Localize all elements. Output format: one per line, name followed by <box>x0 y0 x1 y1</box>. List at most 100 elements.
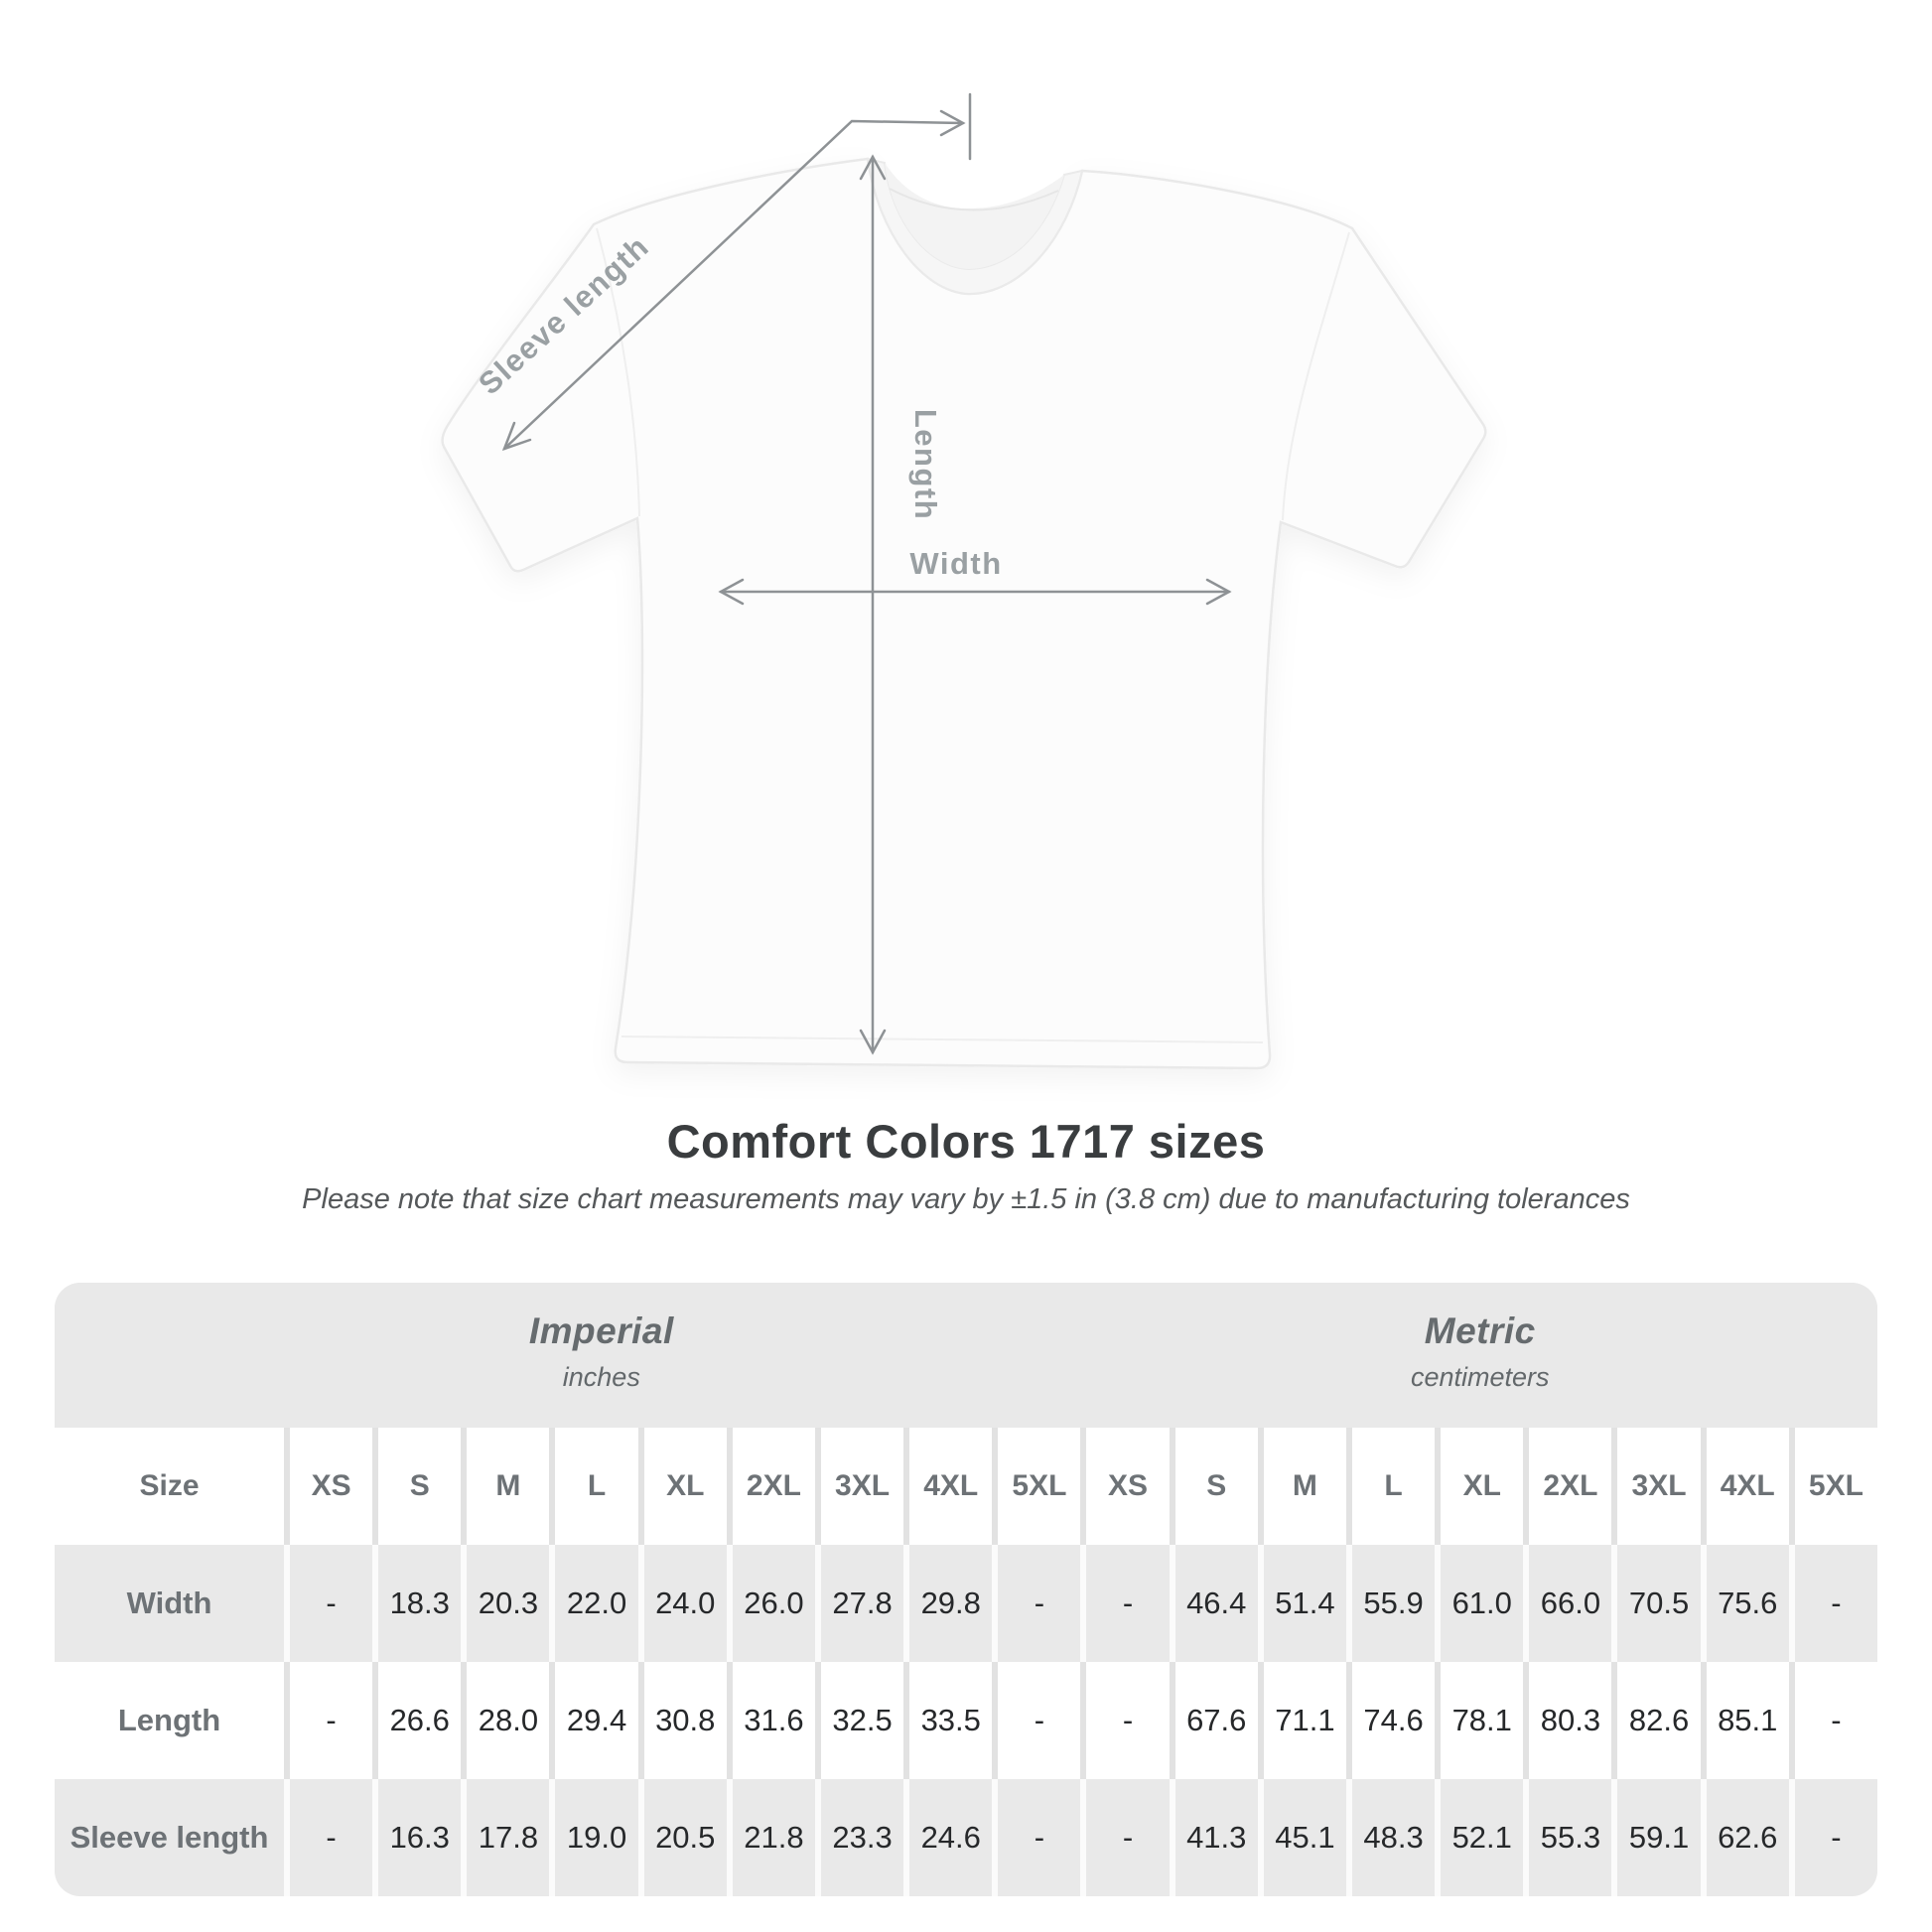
width-metric-2xl: 66.0 <box>1529 1545 1612 1662</box>
width-metric-s: 46.4 <box>1174 1545 1258 1662</box>
length-metric-s: 67.6 <box>1174 1662 1258 1779</box>
size-header-metric-m: M <box>1263 1428 1346 1545</box>
sleeve-metric-s: 41.3 <box>1174 1779 1258 1896</box>
sleeve-metric-xl: 52.1 <box>1441 1779 1524 1896</box>
table-row-length: Length - 26.6 28.0 29.4 30.8 31.6 32.5 3… <box>55 1662 1877 1779</box>
length-imperial-xl: 30.8 <box>643 1662 727 1779</box>
length-metric-m: 71.1 <box>1263 1662 1346 1779</box>
width-imperial-l: 22.0 <box>555 1545 638 1662</box>
metric-unit-group: Metric centimeters <box>1411 1311 1550 1393</box>
sleeve-metric-xs: - <box>1086 1779 1170 1896</box>
imperial-heading: Imperial <box>528 1311 674 1351</box>
sleeve-metric-5xl: - <box>1794 1779 1877 1896</box>
sleeve-arrow-line <box>502 119 965 451</box>
width-imperial-4xl: 29.8 <box>909 1545 993 1662</box>
size-table-card: Imperial inches Metric centimeters Size … <box>55 1283 1877 1896</box>
imperial-unit-group: Imperial inches <box>529 1311 674 1393</box>
page-title: Comfort Colors 1717 sizes <box>666 1115 1266 1168</box>
width-metric-3xl: 70.5 <box>1617 1545 1701 1662</box>
size-header-imperial-m: M <box>467 1428 550 1545</box>
length-arrowhead-top <box>859 154 887 181</box>
sleeve-imperial-xs: - <box>290 1779 373 1896</box>
size-header-imperial-4xl: 4XL <box>909 1428 993 1545</box>
imperial-unit-label: inches <box>562 1362 640 1392</box>
width-imperial-5xl: - <box>998 1545 1081 1662</box>
length-imperial-3xl: 32.5 <box>820 1662 904 1779</box>
size-header-metric-xs: XS <box>1086 1428 1170 1545</box>
measurement-arrows <box>501 92 1232 1055</box>
sleeve-imperial-l: 19.0 <box>555 1779 638 1896</box>
length-metric-xl: 78.1 <box>1441 1662 1524 1779</box>
length-metric-3xl: 82.6 <box>1617 1662 1701 1779</box>
sleeve-imperial-5xl: - <box>998 1779 1081 1896</box>
sleeve-imperial-s: 16.3 <box>378 1779 462 1896</box>
length-imperial-l: 29.4 <box>555 1662 638 1779</box>
table-row-sleeve-length: Sleeve length - 16.3 17.8 19.0 20.5 21.8… <box>55 1779 1877 1896</box>
left-sleeve-seam <box>596 227 640 517</box>
tshirt-inner-back <box>885 163 1064 269</box>
length-imperial-5xl: - <box>998 1662 1081 1779</box>
tolerance-note: Please note that size chart measurements… <box>302 1183 1630 1215</box>
size-header-imperial-3xl: 3XL <box>820 1428 904 1545</box>
sleeve-metric-3xl: 59.1 <box>1617 1779 1701 1896</box>
length-metric-2xl: 80.3 <box>1529 1662 1612 1779</box>
width-metric-xl: 61.0 <box>1441 1545 1524 1662</box>
sleeve-metric-2xl: 55.3 <box>1529 1779 1612 1896</box>
collar-seam <box>889 188 1059 211</box>
width-imperial-xl: 24.0 <box>643 1545 727 1662</box>
sleeve-imperial-4xl: 24.6 <box>909 1779 993 1896</box>
length-imperial-xs: - <box>290 1662 373 1779</box>
length-imperial-m: 28.0 <box>467 1662 550 1779</box>
row-label-width: Width <box>55 1545 284 1662</box>
sleeve-imperial-m: 17.8 <box>467 1779 550 1896</box>
size-col-header: Size <box>55 1428 284 1545</box>
length-arrowhead-bottom <box>859 1029 887 1055</box>
size-header-imperial-5xl: 5XL <box>998 1428 1081 1545</box>
unit-header-band: Imperial inches Metric centimeters <box>55 1283 1877 1428</box>
width-metric-m: 51.4 <box>1263 1545 1346 1662</box>
width-imperial-2xl: 26.0 <box>732 1545 815 1662</box>
width-imperial-3xl: 27.8 <box>820 1545 904 1662</box>
size-header-imperial-xs: XS <box>290 1428 373 1545</box>
size-header-imperial-s: S <box>378 1428 462 1545</box>
sleeve-imperial-xl: 20.5 <box>643 1779 727 1896</box>
tshirt-measurement-diagram: Sleeve length Length Width <box>441 92 1487 1070</box>
tshirt-body <box>441 157 1487 1070</box>
sleeve-arrowhead-cuff <box>501 421 532 452</box>
size-header-metric-l: L <box>1351 1428 1436 1545</box>
size-header-metric-2xl: 2XL <box>1529 1428 1612 1545</box>
width-metric-xs: - <box>1086 1545 1170 1662</box>
hem-seam <box>621 1035 1264 1043</box>
width-label: Width <box>909 546 1002 581</box>
table-row-width: Width - 18.3 20.3 22.0 24.0 26.0 27.8 29… <box>55 1545 1877 1662</box>
sleeve-arrowhead-right <box>939 109 966 137</box>
size-header-metric-s: S <box>1174 1428 1258 1545</box>
size-header-imperial-2xl: 2XL <box>732 1428 815 1545</box>
length-imperial-2xl: 31.6 <box>732 1662 815 1779</box>
size-header-metric-4xl: 4XL <box>1706 1428 1789 1545</box>
width-arrowhead-right <box>1205 578 1232 606</box>
length-metric-xs: - <box>1086 1662 1170 1779</box>
size-header-row: Size XS S M L XL 2XL 3XL 4XL 5XL XS S M … <box>55 1428 1877 1545</box>
sleeve-imperial-3xl: 23.3 <box>820 1779 904 1896</box>
length-imperial-s: 26.6 <box>378 1662 462 1779</box>
length-imperial-4xl: 33.5 <box>909 1662 993 1779</box>
sleeve-imperial-2xl: 21.8 <box>732 1779 815 1896</box>
length-label: Length <box>908 409 943 520</box>
tshirt-illustration <box>441 157 1487 1070</box>
sleeve-metric-4xl: 62.6 <box>1706 1779 1789 1896</box>
right-sleeve-seam <box>1282 231 1350 521</box>
length-metric-l: 74.6 <box>1351 1662 1436 1779</box>
sleeve-metric-l: 48.3 <box>1351 1779 1436 1896</box>
metric-unit-label: centimeters <box>1410 1362 1550 1392</box>
width-metric-4xl: 75.6 <box>1706 1545 1789 1662</box>
metric-heading: Metric <box>1424 1311 1536 1351</box>
width-metric-l: 55.9 <box>1351 1545 1436 1662</box>
width-arrowhead-left <box>718 578 745 606</box>
width-metric-5xl: - <box>1794 1545 1877 1662</box>
size-header-metric-3xl: 3XL <box>1617 1428 1701 1545</box>
row-label-sleeve-length: Sleeve length <box>55 1779 284 1896</box>
width-imperial-m: 20.3 <box>467 1545 550 1662</box>
width-imperial-s: 18.3 <box>378 1545 462 1662</box>
